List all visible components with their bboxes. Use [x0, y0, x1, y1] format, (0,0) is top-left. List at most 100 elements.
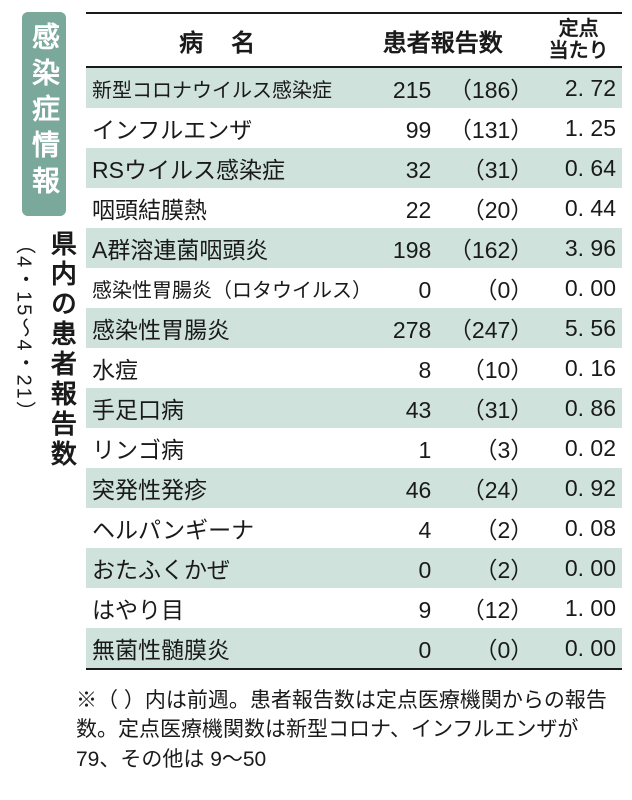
count-current: 215: [385, 77, 431, 104]
footnote: ※（ ）内は前週。患者報告数は定点医療機関からの報告数。定点医療機関数は新型コロ…: [0, 678, 632, 774]
table-row: 突発性発疹46（24）0. 92: [86, 468, 622, 508]
count-previous: （131）: [431, 111, 533, 145]
count-current: 22: [385, 197, 431, 224]
count-previous: （20）: [431, 191, 533, 225]
per-site-rate: 0. 00: [535, 548, 622, 588]
disease-name: 突発性発疹: [86, 468, 350, 508]
disease-name: 感染性胃腸炎: [86, 308, 350, 348]
disease-name: A群溶連菌咽頭炎: [86, 228, 350, 268]
disease-name: ヘルパンギーナ: [86, 508, 350, 548]
table-row: 新型コロナウイルス感染症215（186）2. 72: [86, 67, 622, 108]
info-badge: 感染症情報: [22, 12, 66, 216]
table-row: インフルエンザ99（131）1. 25: [86, 108, 622, 148]
per-site-rate: 0. 16: [535, 348, 622, 388]
count-current: 32: [385, 157, 431, 184]
patient-count: 22（20）: [350, 188, 535, 228]
disease-name: RSウイルス感染症: [86, 148, 350, 188]
per-site-rate: 0. 44: [535, 188, 622, 228]
patient-count: 278（247）: [350, 308, 535, 348]
disease-name: 水痘: [86, 348, 350, 388]
count-current: 4: [385, 517, 431, 544]
patient-count: 1（3）: [350, 428, 535, 468]
table-row: ヘルパンギーナ4（2）0. 08: [86, 508, 622, 548]
header-rate-l1: 定点: [559, 18, 599, 40]
table-row: 咽頭結膜熱22（20）0. 44: [86, 188, 622, 228]
count-current: 0: [385, 557, 431, 584]
vertical-title: 県内の患者報告数: [45, 230, 79, 470]
disease-name: リンゴ病: [86, 428, 350, 468]
count-current: 1: [385, 437, 431, 464]
per-site-rate: 5. 56: [535, 308, 622, 348]
disease-name: 咽頭結膜熱: [86, 188, 350, 228]
count-current: 278: [385, 317, 431, 344]
per-site-rate: 3. 96: [535, 228, 622, 268]
patient-count: 9（12）: [350, 588, 535, 628]
count-previous: （0）: [431, 271, 533, 305]
per-site-rate: 0. 00: [535, 268, 622, 308]
count-previous: （247）: [431, 311, 533, 345]
count-current: 198: [385, 237, 431, 264]
table-row: 感染性胃腸炎（ロタウイルス）0（0）0. 00: [86, 268, 622, 308]
count-previous: （3）: [431, 431, 533, 465]
disease-name: 感染性胃腸炎（ロタウイルス）: [86, 268, 350, 308]
count-previous: （24）: [431, 471, 533, 505]
per-site-rate: 0. 00: [535, 628, 622, 669]
table-row: 無菌性髄膜炎0（0）0. 00: [86, 628, 622, 669]
disease-name: 新型コロナウイルス感染症: [86, 67, 350, 108]
per-site-rate: 0. 64: [535, 148, 622, 188]
disease-name: はやり目: [86, 588, 350, 628]
per-site-rate: 0. 02: [535, 428, 622, 468]
vertical-title-wrap: （4・15〜4・21） 県内の患者報告数: [10, 230, 79, 470]
patient-count: 8（10）: [350, 348, 535, 388]
table-row: 手足口病 43（31）0. 86: [86, 388, 622, 428]
table-row: RSウイルス感染症 32（31）0. 64: [86, 148, 622, 188]
count-previous: （2）: [431, 551, 533, 585]
table-row: リンゴ病1（3）0. 02: [86, 428, 622, 468]
table-row: おたふくかぜ0（2）0. 00: [86, 548, 622, 588]
count-previous: （2）: [431, 511, 533, 545]
disease-name: 手足口病: [86, 388, 350, 428]
per-site-rate: 1. 25: [535, 108, 622, 148]
header-name: 病名: [86, 13, 350, 67]
count-current: 99: [385, 117, 431, 144]
count-previous: （12）: [431, 591, 533, 625]
patient-count: 198（162）: [350, 228, 535, 268]
patient-count: 0（0）: [350, 628, 535, 669]
count-previous: （186）: [431, 71, 533, 105]
disease-name: おたふくかぜ: [86, 548, 350, 588]
patient-count: 46（24）: [350, 468, 535, 508]
header-rate: 定点 当たり: [535, 13, 622, 67]
patient-count: 215（186）: [350, 67, 535, 108]
disease-table: 病名 患者報告数 定点 当たり 新型コロナウイルス感染症215（186）2. 7…: [86, 12, 622, 670]
count-current: 0: [385, 277, 431, 304]
table-row: はやり目9（12）1. 00: [86, 588, 622, 628]
count-previous: （162）: [431, 231, 533, 265]
count-current: 8: [385, 357, 431, 384]
patient-count: 0（2）: [350, 548, 535, 588]
count-previous: （31）: [431, 151, 533, 185]
per-site-rate: 1. 00: [535, 588, 622, 628]
header-count: 患者報告数: [350, 13, 535, 67]
patient-count: 4（2）: [350, 508, 535, 548]
table-area: 病名 患者報告数 定点 当たり 新型コロナウイルス感染症215（186）2. 7…: [86, 12, 622, 670]
patient-count: 99（131）: [350, 108, 535, 148]
table-row: 水痘8（10）0. 16: [86, 348, 622, 388]
date-range: （4・15〜4・21）: [10, 234, 45, 470]
count-current: 43: [385, 397, 431, 424]
disease-name: 無菌性髄膜炎: [86, 628, 350, 669]
header-row: 病名 患者報告数 定点 当たり: [86, 13, 622, 67]
count-previous: （0）: [431, 631, 533, 665]
header-rate-l2: 当たり: [549, 40, 609, 62]
left-column: 感染症情報 （4・15〜4・21） 県内の患者報告数: [10, 12, 78, 670]
table-row: A群溶連菌咽頭炎198（162）3. 96: [86, 228, 622, 268]
count-previous: （31）: [431, 391, 533, 425]
patient-count: 0（0）: [350, 268, 535, 308]
per-site-rate: 0. 86: [535, 388, 622, 428]
per-site-rate: 0. 08: [535, 508, 622, 548]
disease-name: インフルエンザ: [86, 108, 350, 148]
count-previous: （10）: [431, 351, 533, 385]
count-current: 9: [385, 597, 431, 624]
count-current: 0: [385, 637, 431, 664]
table-row: 感染性胃腸炎278（247）5. 56: [86, 308, 622, 348]
count-current: 46: [385, 477, 431, 504]
